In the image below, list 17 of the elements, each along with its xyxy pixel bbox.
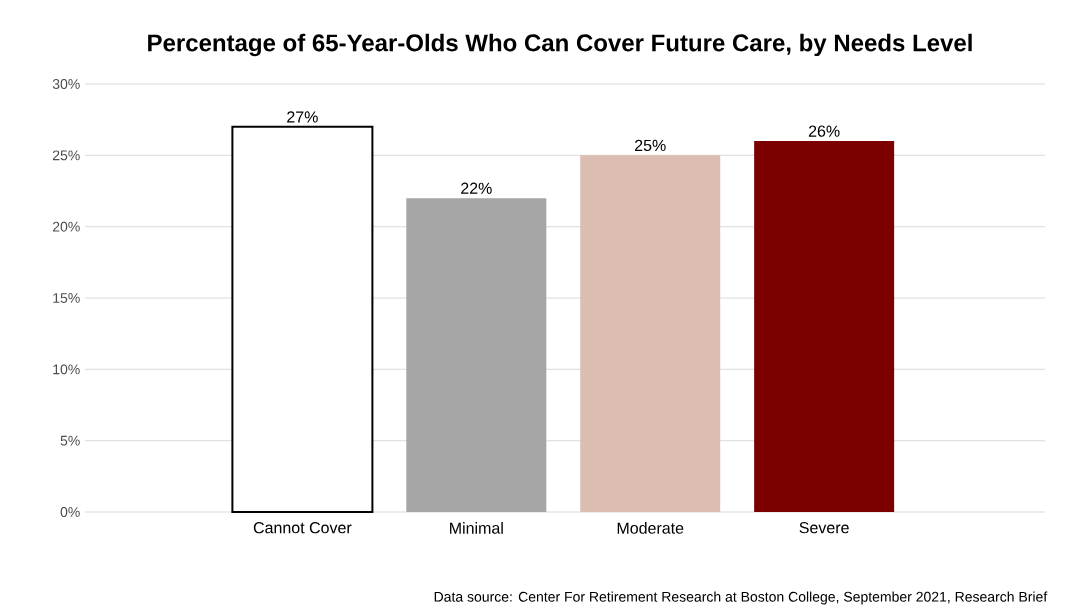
y-tick-label: 30% [52, 79, 80, 89]
y-tick-label: 10% [53, 364, 80, 375]
y-tick-label: 15% [53, 293, 80, 303]
x-tick-label: Minimal [450, 522, 503, 534]
source-note: Data source: Center For Retirement Research at Boston College, September 2021, Research Brief [434, 591, 1048, 605]
data-label: 25% [635, 139, 666, 152]
y-tick-label: 20% [52, 221, 80, 232]
data-label: 22% [461, 182, 492, 194]
x-tick-label: Severe [799, 522, 849, 534]
data-label: 26% [808, 125, 840, 137]
x-tick-label: Cannot Cover [253, 522, 352, 534]
y-tick-label: 0% [60, 507, 80, 517]
data-label: 27% [287, 111, 318, 123]
y-tick-label: 25% [52, 150, 80, 161]
chart-title: Percentage of 65-Year-Olds Who Can Cover Future Care, by Needs Level [148, 33, 972, 57]
x-tick-label: Moderate [617, 522, 684, 534]
y-tick-label: 5% [60, 435, 80, 446]
